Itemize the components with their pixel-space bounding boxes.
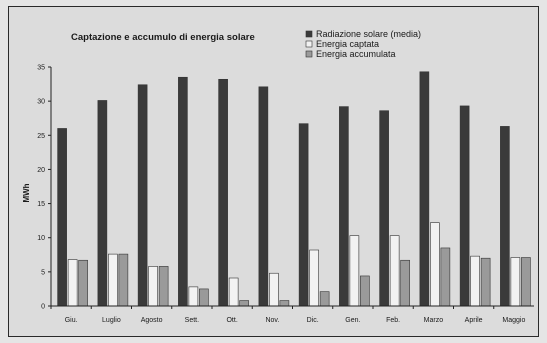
y-axis: 0 5 10 15 20 25 30 35 [37,65,52,311]
bars [57,71,531,307]
bar-accumulata-2 [118,253,129,307]
x-tick-label: Ott. [226,317,237,324]
legend-swatch [305,30,313,38]
x-tick-label: Maggio [502,317,525,324]
legend-label: Radiazione solare (media) [316,29,421,39]
chart-panel: Captazione e accumulo di energia solare … [8,6,539,337]
y-tick-label: 20 [37,167,45,174]
y-tick-label: 10 [37,235,45,242]
x-tick-label: Dic. [307,317,319,324]
bar-captata-9 [389,235,400,307]
bar-accumulata-1 [78,259,88,307]
bar-captata-3 [148,266,158,307]
x-tick-label: Gen. [345,317,360,324]
y-tick-label: 30 [37,99,45,106]
x-axis: Giu. Luglio Agosto Sett. Ott. Nov. Dic. Gen. Feb… [50,305,534,324]
x-tick-label: Marzo [424,317,444,324]
bar-radiazione-4 [178,76,188,307]
x-tick-label: Feb. [386,317,400,324]
x-tick-label: Giu. [65,317,78,324]
x-tick-label: Sett. [185,317,199,324]
legend-label: Energia accumulata [316,49,396,59]
y-tick-label: 15 [37,201,45,208]
legend-swatch [305,40,313,48]
legend-swatch [305,50,313,58]
bar-captata-8 [349,235,360,307]
bar-captata-10 [430,222,440,307]
y-tick-label: 5 [41,269,45,276]
bar-captata-1 [67,259,78,307]
y-tick-label: 35 [37,65,45,72]
bar-accumulata-8 [360,275,370,307]
bar-radiazione-2 [97,100,108,307]
bar-accumulata-7 [319,291,330,307]
y-axis-label: MWh [22,183,31,202]
bar-accumulata-9 [400,259,410,307]
bar-accumulata-11 [480,257,491,307]
bar-captata-12 [510,257,521,307]
bar-captata-11 [470,255,480,307]
bar-radiazione-8 [339,106,349,307]
bar-radiazione-5 [218,78,228,307]
x-tick-label: Luglio [102,317,121,324]
x-tick-label: Agosto [141,317,163,324]
legend: Radiazione solare (media)Energia captata… [305,29,421,59]
bar-accumulata-4 [199,288,209,307]
bar-radiazione-9 [379,110,389,307]
bar-radiazione-3 [137,84,148,307]
x-tick-label: Nov. [265,317,279,324]
bar-radiazione-7 [298,123,309,307]
bar-captata-5 [228,277,239,307]
bar-captata-7 [309,249,319,307]
y-tick-label: 0 [41,304,45,311]
legend-label: Energia captata [316,39,379,49]
bar-captata-6 [269,272,279,307]
bar-radiazione-10 [419,71,430,307]
bar-accumulata-10 [440,247,451,307]
bar-radiazione-12 [500,126,510,307]
x-tick-label: Aprile [465,317,483,324]
chart-title: Captazione e accumulo di energia solare [71,32,255,43]
bar-radiazione-1 [57,128,67,307]
bar-captata-4 [188,286,199,307]
bar-captata-2 [108,253,118,307]
bar-accumulata-6 [279,300,290,307]
bar-radiazione-11 [459,105,470,307]
bar-accumulata-5 [239,300,249,307]
y-tick-label: 25 [37,133,45,140]
bar-accumulata-12 [521,257,531,307]
bar-accumulata-3 [158,266,169,307]
bar-chart: Captazione e accumulo di energia solare … [22,29,534,324]
bar-radiazione-6 [258,86,269,307]
